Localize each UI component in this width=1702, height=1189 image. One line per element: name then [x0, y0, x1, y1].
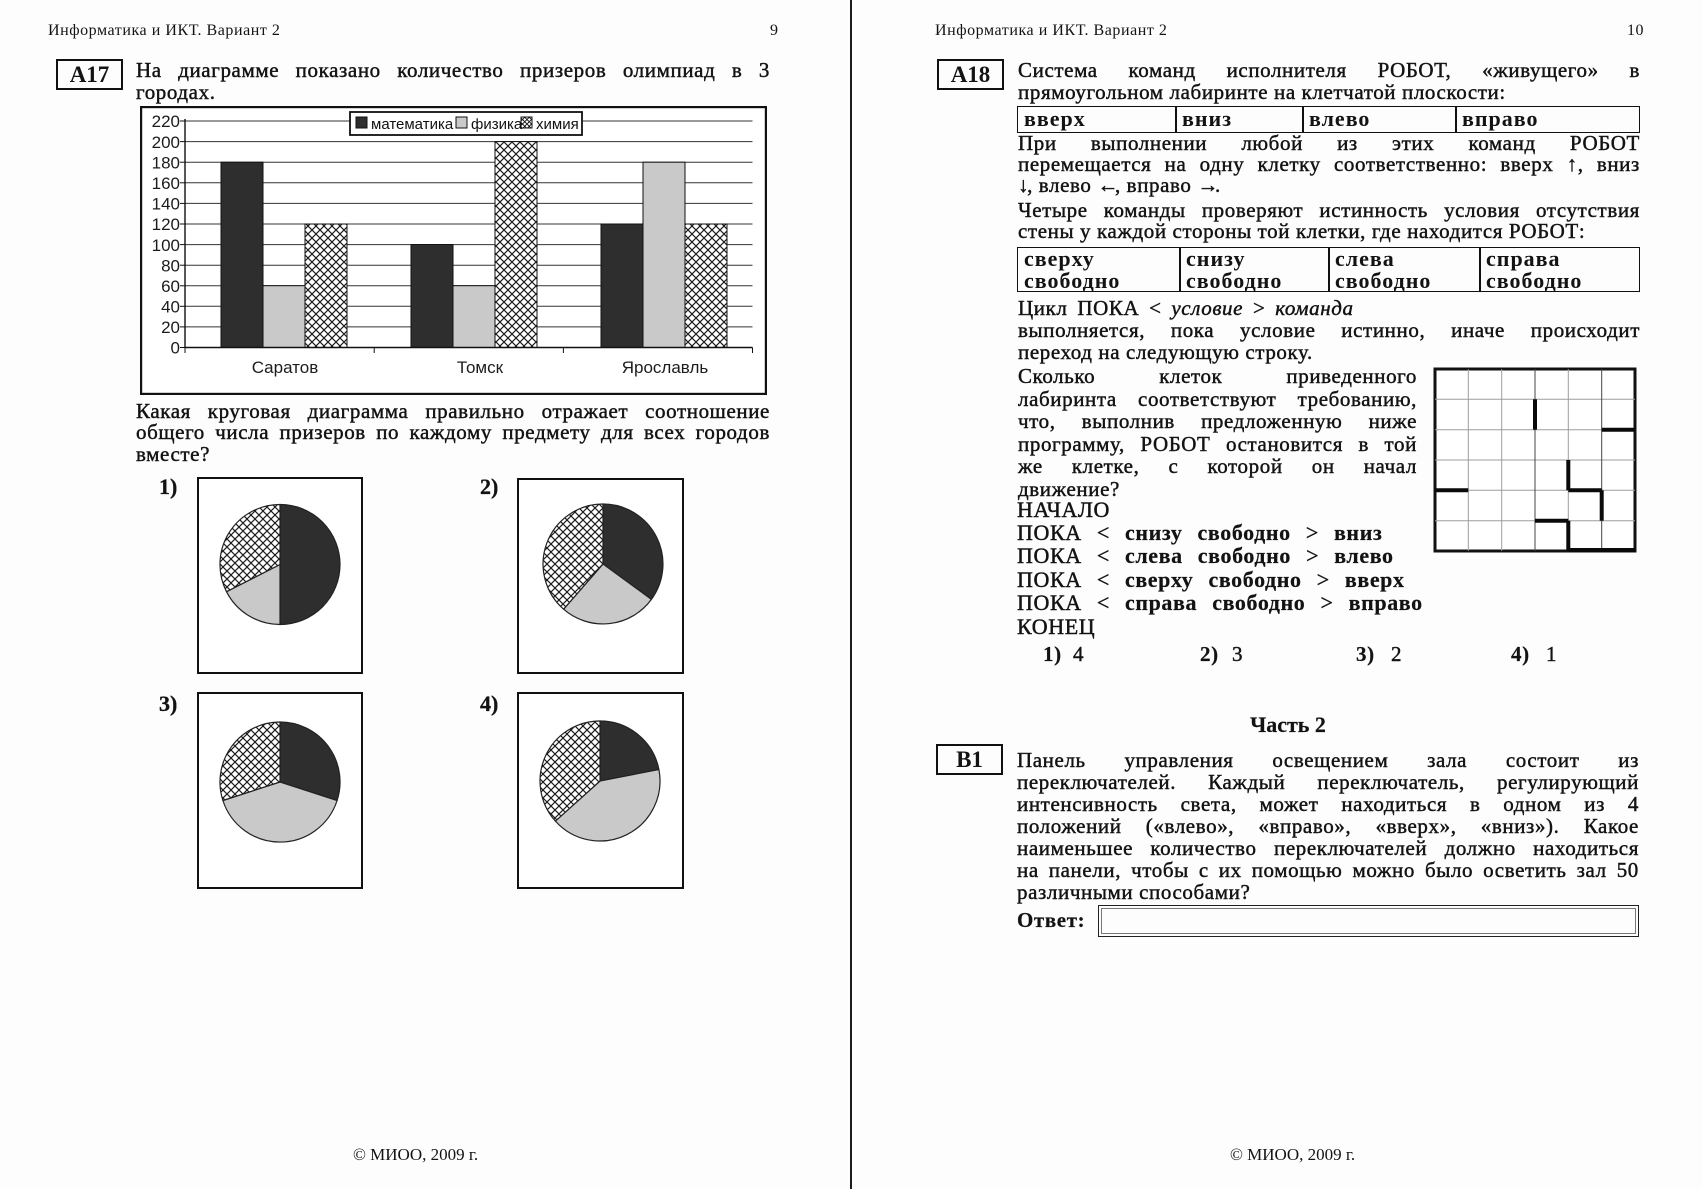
- svg-text:160: 160: [152, 174, 180, 193]
- svg-text:120: 120: [152, 215, 180, 234]
- svg-text:Ярославль: Ярославль: [622, 358, 709, 377]
- svg-text:180: 180: [152, 153, 180, 172]
- svg-text:220: 220: [152, 112, 180, 131]
- svg-text:100: 100: [152, 236, 180, 255]
- svg-text:40: 40: [161, 298, 180, 317]
- svg-text:Томск: Томск: [457, 358, 504, 377]
- svg-text:200: 200: [152, 133, 180, 152]
- svg-text:математика: математика: [371, 116, 454, 133]
- svg-text:60: 60: [161, 277, 180, 296]
- svg-text:80: 80: [161, 256, 180, 275]
- svg-text:20: 20: [161, 318, 180, 337]
- svg-text:140: 140: [152, 195, 180, 214]
- svg-text:физика: физика: [471, 116, 523, 133]
- svg-text:0: 0: [171, 339, 180, 358]
- svg-text:химия: химия: [536, 116, 579, 133]
- svg-text:Саратов: Саратов: [252, 358, 319, 377]
